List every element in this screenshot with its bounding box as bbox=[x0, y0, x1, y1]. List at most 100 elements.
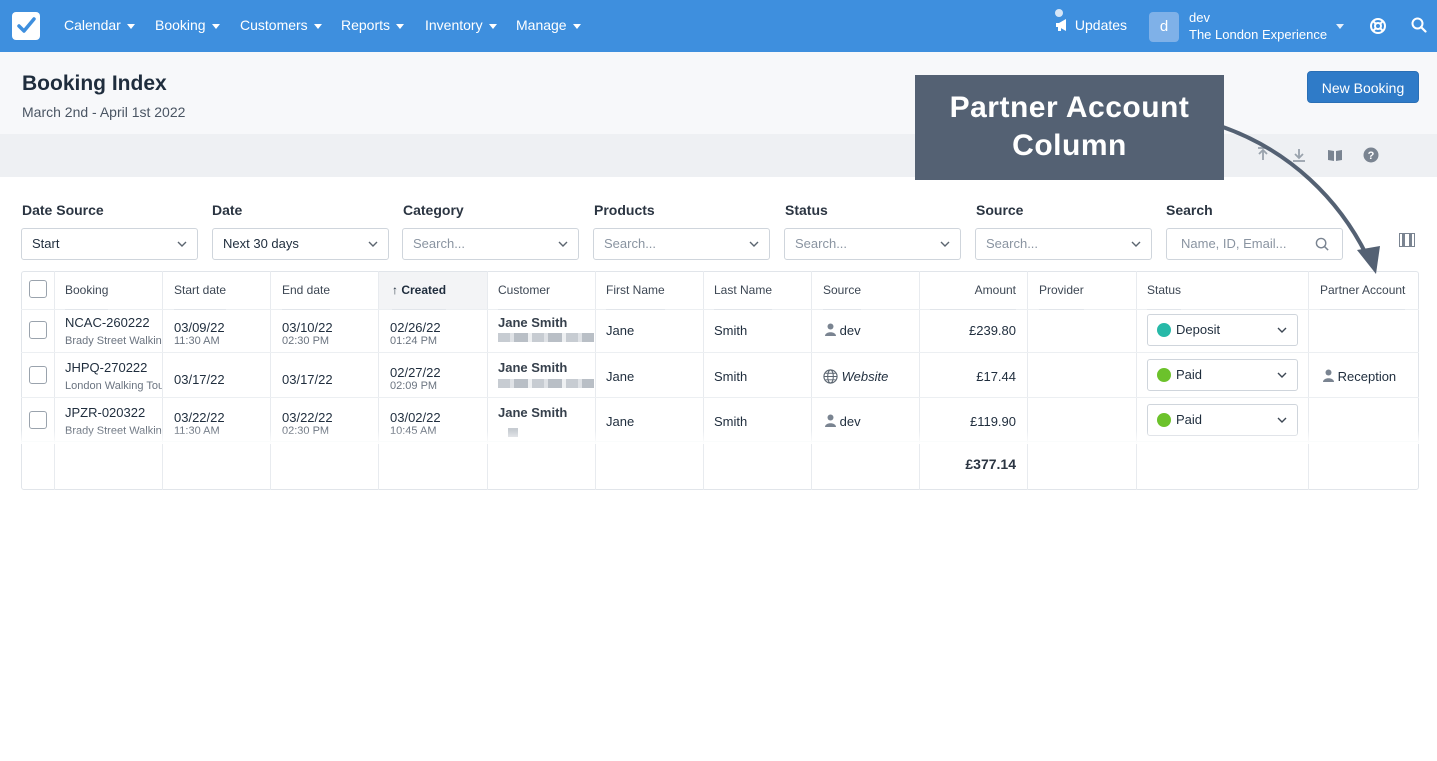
col-header-amount[interactable]: Amount bbox=[930, 271, 1016, 310]
chevron-down-icon bbox=[558, 241, 568, 247]
chevron-down-icon bbox=[126, 23, 135, 29]
chevron-down-icon bbox=[749, 241, 759, 247]
product-name: London Walking Tour bbox=[65, 380, 162, 392]
globe-icon bbox=[823, 369, 838, 384]
source-select[interactable]: Search... bbox=[975, 228, 1152, 260]
column-divider bbox=[595, 271, 596, 490]
status-filter-select[interactable]: Search... bbox=[784, 228, 961, 260]
search-icon bbox=[1315, 237, 1329, 251]
filter-label-products: Products bbox=[594, 202, 655, 218]
user-menu-chevron-icon[interactable] bbox=[1336, 24, 1344, 29]
products-select[interactable]: Search... bbox=[593, 228, 770, 260]
nav-manage[interactable]: Manage bbox=[516, 17, 581, 33]
first-name: Jane bbox=[606, 369, 635, 384]
created-date: 02/27/22 bbox=[390, 365, 441, 380]
source-cell: dev bbox=[825, 323, 861, 338]
row-checkbox[interactable] bbox=[29, 366, 47, 384]
end-date: 03/10/22 bbox=[282, 320, 333, 335]
date-source-select[interactable]: Start bbox=[21, 228, 198, 260]
chevron-down-icon bbox=[1277, 327, 1287, 333]
nav-calendar[interactable]: Calendar bbox=[64, 17, 135, 33]
col-header-first-name[interactable]: First Name bbox=[606, 271, 665, 310]
first-name: Jane bbox=[606, 414, 635, 429]
user-name[interactable]: dev bbox=[1189, 10, 1210, 25]
chevron-down-icon bbox=[572, 23, 581, 29]
nav-reports[interactable]: Reports bbox=[341, 17, 405, 33]
chevron-down-icon bbox=[488, 23, 497, 29]
column-divider bbox=[487, 271, 488, 490]
callout-line-1: Partner Account bbox=[949, 91, 1190, 124]
column-divider bbox=[162, 271, 163, 490]
checkmark-icon bbox=[17, 17, 36, 33]
col-header-provider[interactable]: Provider bbox=[1039, 271, 1084, 310]
status-dot bbox=[1157, 413, 1171, 427]
annotation-callout: Partner Account Column bbox=[915, 75, 1224, 180]
nav-booking[interactable]: Booking bbox=[155, 17, 220, 33]
col-header-start-date[interactable]: Start date bbox=[174, 271, 227, 310]
category-select[interactable]: Search... bbox=[402, 228, 579, 260]
booking-id-link[interactable]: JHPQ-270222 bbox=[65, 360, 148, 375]
chevron-down-icon bbox=[177, 241, 187, 247]
callout-line-2: Column bbox=[1012, 129, 1127, 162]
download-icon[interactable] bbox=[1292, 147, 1306, 163]
columns-icon[interactable] bbox=[1399, 233, 1415, 247]
status-dot bbox=[1157, 368, 1171, 382]
col-header-customer[interactable]: Customer bbox=[498, 271, 551, 310]
col-header-booking[interactable]: Booking bbox=[65, 271, 109, 310]
filter-label-status: Status bbox=[785, 202, 828, 218]
amount: £239.80 bbox=[969, 323, 1016, 338]
chevron-down-icon bbox=[1131, 241, 1141, 247]
status-select[interactable]: Deposit bbox=[1147, 314, 1298, 346]
updates-button[interactable]: Updates bbox=[1055, 9, 1127, 33]
customer-name-link[interactable]: Jane Smith bbox=[498, 315, 568, 330]
end-date: 03/17/22 bbox=[282, 372, 333, 387]
help-icon[interactable]: ? bbox=[1363, 147, 1379, 163]
col-header-partner-account[interactable]: Partner Account bbox=[1320, 271, 1406, 310]
select-all-checkbox[interactable] bbox=[29, 280, 47, 298]
booking-id-link[interactable]: NCAC-260222 bbox=[65, 315, 150, 330]
created-time: 02:09 PM bbox=[390, 380, 438, 392]
row-divider bbox=[21, 352, 1419, 353]
col-header-status[interactable]: Status bbox=[1147, 271, 1182, 310]
column-divider bbox=[1027, 271, 1028, 490]
lifebuoy-icon[interactable] bbox=[1369, 17, 1387, 35]
col-header-last-name[interactable]: Last Name bbox=[714, 271, 773, 310]
book-icon[interactable] bbox=[1327, 147, 1343, 163]
col-header-end-date[interactable]: End date bbox=[282, 271, 331, 310]
col-header-created[interactable]: ↑ Created bbox=[392, 271, 447, 310]
date-select[interactable]: Next 30 days bbox=[212, 228, 389, 260]
row-checkbox[interactable] bbox=[29, 321, 47, 339]
search-icon[interactable] bbox=[1411, 17, 1427, 33]
filter-label-source: Source bbox=[976, 202, 1024, 218]
user-org[interactable]: The London Experience bbox=[1189, 27, 1328, 42]
app-logo[interactable] bbox=[12, 12, 40, 40]
avatar[interactable]: d bbox=[1149, 12, 1179, 42]
sort-arrow-icon: ↑ bbox=[392, 283, 398, 297]
filter-label-category: Category bbox=[403, 202, 464, 218]
chevron-down-icon bbox=[313, 23, 322, 29]
start-time: 11:30 AM bbox=[174, 335, 220, 347]
column-divider bbox=[811, 271, 812, 490]
new-booking-button[interactable]: New Booking bbox=[1307, 71, 1419, 103]
status-dot bbox=[1157, 323, 1171, 337]
column-divider bbox=[1308, 271, 1309, 490]
nav-inventory[interactable]: Inventory bbox=[425, 17, 497, 33]
last-name: Smith bbox=[714, 369, 748, 384]
status-select[interactable]: Paid bbox=[1147, 359, 1298, 391]
chevron-down-icon bbox=[396, 23, 405, 29]
annotation-arrow bbox=[1219, 124, 1380, 274]
person-icon bbox=[825, 323, 836, 336]
nav-customers[interactable]: Customers bbox=[240, 17, 322, 33]
source-cell: dev bbox=[825, 414, 861, 429]
customer-name-link[interactable]: Jane Smith bbox=[498, 405, 568, 420]
redacted-email bbox=[498, 379, 594, 388]
col-header-source[interactable]: Source bbox=[823, 271, 862, 310]
booking-id-link[interactable]: JPZR-020322 bbox=[65, 405, 146, 420]
row-checkbox[interactable] bbox=[29, 411, 47, 429]
start-date: 03/17/22 bbox=[174, 372, 225, 387]
search-input[interactable]: Name, ID, Email... bbox=[1166, 228, 1343, 260]
column-divider bbox=[1136, 271, 1137, 490]
row-divider bbox=[21, 397, 1419, 398]
created-date: 03/02/22 bbox=[390, 410, 441, 425]
customer-name-link[interactable]: Jane Smith bbox=[498, 360, 568, 375]
